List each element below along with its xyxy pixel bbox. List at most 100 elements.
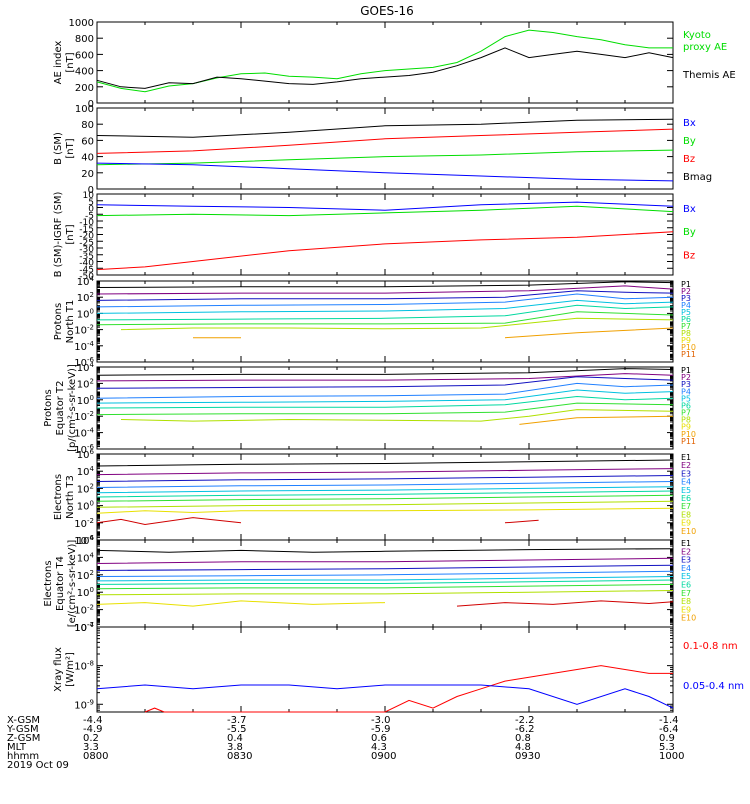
- y-tick-label: 102: [77, 291, 94, 304]
- y-axis-label: Electrons: [53, 474, 64, 520]
- y-tick-label: 10-4: [74, 340, 94, 353]
- series-e10: [504, 519, 539, 524]
- y-tick-label: 106: [77, 448, 95, 461]
- y-axis-label: Xray flux: [53, 647, 64, 692]
- legend-item: By: [683, 136, 696, 147]
- y-axis-label: B (SM)-IGRF (SM): [53, 192, 64, 278]
- series-p6: [96, 304, 674, 321]
- legend-p10: P10: [681, 343, 696, 352]
- orbit-value: 0.6: [371, 733, 387, 744]
- legend-p1: P1: [681, 366, 691, 375]
- y-tick-label: -20: [79, 232, 94, 242]
- orbit-value: -6.4: [659, 724, 679, 735]
- series-p2: [96, 285, 674, 295]
- orbit-value: 0.4: [227, 733, 243, 744]
- y-tick-label: 102: [77, 569, 94, 582]
- y-tick-label: 10-4: [74, 621, 94, 634]
- y-tick-label: -15: [79, 225, 94, 235]
- orbit-value: 0830: [227, 751, 252, 762]
- y-tick-label: 600: [75, 50, 94, 61]
- y-tick-label: 10-2: [74, 410, 94, 423]
- y-tick-label: 0: [88, 99, 94, 110]
- legend-item: Themis AE: [682, 70, 736, 81]
- series-e10: [96, 517, 242, 526]
- legend-p9: P9: [681, 336, 691, 345]
- orbit-row-label: Y-GSM: [6, 724, 39, 735]
- series-p5: [96, 299, 674, 314]
- y-tick-label: 400: [75, 67, 94, 78]
- orbit-value: 1000: [659, 751, 684, 762]
- legend-e8: E8: [681, 597, 691, 606]
- orbit-row-label: 2019 Oct 09: [7, 760, 69, 771]
- y-axis-label: Equator T2: [55, 381, 66, 436]
- orbit-value: -3.0: [371, 715, 391, 726]
- series-bz: [96, 128, 674, 154]
- series-e1: [96, 548, 674, 553]
- series-bx: [96, 201, 674, 211]
- y-tick-label: -30: [79, 245, 94, 255]
- legend-item: Bx: [683, 204, 696, 215]
- y-tick-label: 10-2: [74, 517, 94, 530]
- orbit-value: 4.8: [515, 742, 531, 753]
- orbit-value: -6.2: [515, 724, 535, 735]
- legend-item: Kyoto: [683, 30, 711, 41]
- legend-p6: P6: [681, 401, 691, 410]
- y-tick-label: 10-2: [74, 604, 94, 617]
- legend-p6: P6: [681, 315, 691, 324]
- series-by: [96, 149, 674, 166]
- legend-e7: E7: [681, 589, 691, 598]
- y-tick-label: -25: [79, 238, 94, 248]
- orbit-row-label: X-GSM: [7, 715, 40, 726]
- series-by: [96, 205, 674, 217]
- legend-e5: E5: [681, 486, 691, 495]
- series-e1: [96, 459, 674, 467]
- y-tick-label: 10: [83, 191, 95, 201]
- series-bz: [96, 231, 674, 271]
- series-themis-ae: [96, 47, 674, 89]
- orbit-row-label: MLT: [7, 742, 27, 753]
- orbit-value: -5.5: [227, 724, 247, 735]
- legend-p4: P4: [681, 387, 691, 396]
- legend-e4: E4: [681, 478, 691, 487]
- y-tick-label: 10-7: [74, 621, 94, 634]
- y-tick-label: 104: [77, 361, 95, 374]
- legend-item: Bx: [683, 118, 696, 129]
- legend-e6: E6: [681, 494, 691, 503]
- y-tick-label: 40: [81, 153, 94, 164]
- y-tick-label: 20: [81, 169, 94, 180]
- legend-p8: P8: [681, 329, 691, 338]
- panel-pe: 10-6 10-4 10-2 100 102 104 Protons Equator T2 [p…: [43, 361, 696, 456]
- series-e10: [456, 600, 674, 607]
- legend-e1: E1: [681, 539, 691, 548]
- legend-p8: P8: [681, 416, 691, 425]
- plot-title: GOES-16: [360, 4, 414, 18]
- y-axis-label: AE index: [53, 41, 64, 85]
- legend-e9: E9: [681, 519, 691, 528]
- orbit-value: 0.9: [659, 733, 675, 744]
- legend-p5: P5: [681, 394, 691, 403]
- y-axis-label: Electrons: [43, 560, 54, 606]
- y-tick-label: 80: [81, 120, 94, 131]
- y-axis-label: Protons: [43, 389, 54, 426]
- series-e6: [96, 579, 674, 585]
- legend-p1: P1: [681, 280, 691, 289]
- series-p7: [96, 402, 674, 416]
- legend-e3: E3: [681, 469, 691, 478]
- orbit-value: 0930: [515, 751, 540, 762]
- series-p3: [96, 290, 674, 301]
- y-tick-label: 10-6: [74, 356, 94, 369]
- y-tick-label: 100: [77, 394, 94, 407]
- series-e9: [96, 600, 386, 607]
- series-p2: [96, 373, 674, 382]
- y-axis-label: [nT]: [65, 224, 76, 244]
- orbit-value: 3.8: [227, 742, 243, 753]
- series-p9: [519, 415, 674, 425]
- y-tick-label: -5: [85, 211, 94, 221]
- series-e3: [96, 475, 674, 482]
- series-e7: [96, 583, 674, 590]
- legend-e10: E10: [681, 614, 696, 623]
- legend-item: By: [683, 227, 696, 238]
- legend-p4: P4: [681, 301, 691, 310]
- panel-ee: 10-4 10-2 100 102 104 106 Electrons Equator T4[…: [43, 534, 696, 634]
